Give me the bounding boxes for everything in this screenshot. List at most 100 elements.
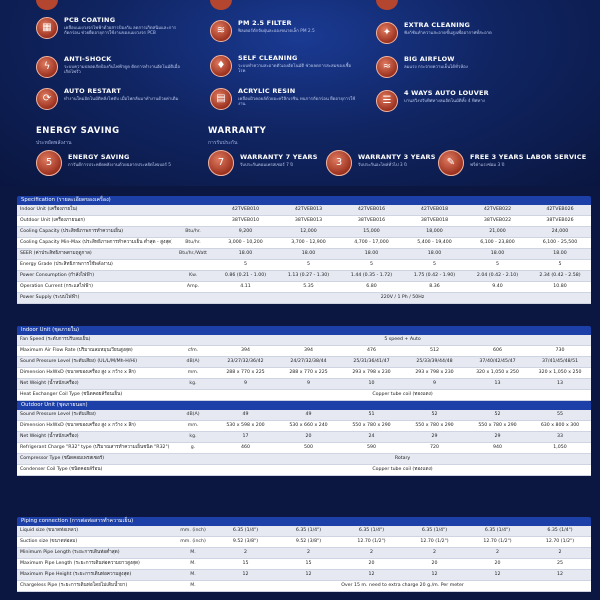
row-label: Chargeless Pipe (ระยะการเดินท่อโดยไม่เติ… — [17, 580, 172, 593]
row-unit: dB(A) — [172, 410, 214, 422]
row-unit — [172, 335, 214, 347]
feature-desc: ระบบความปลอดภัยป้องกันไฟฟ้าดูด ตัดการทำง… — [64, 65, 180, 75]
feature-desc: เคลือบแผงวงจรไฟฟ้าด้วยสารป้องกัน ลดการเก… — [64, 26, 177, 36]
row-value: 9 — [214, 378, 277, 391]
row-value: 1.44 (0.35 - 1.72) — [340, 270, 403, 283]
row-value: 38TVEB010 — [214, 215, 277, 228]
feature-title: EXTRA CLEANING — [404, 21, 471, 29]
row-value: 20 — [340, 558, 403, 571]
feature-title: PM 2.5 FILTER — [238, 19, 292, 27]
feature-title: BIG AIRFLOW — [404, 55, 455, 63]
row-value: 12 — [340, 569, 403, 582]
table-row: Maximum Air Flow Rate (ปริมาณลมหมุนเวียน… — [17, 345, 592, 358]
table-row: Energy Grade (ประสิทธิภาพการใช้พลังงาน) 5… — [17, 259, 591, 272]
row-label: Dimension HxWxD (ขนาดของเครื่อง สูง x กว… — [17, 420, 172, 433]
table-row: Liquid size (ขนาดท่อเหลว) mm. (inch) 6.35 … — [17, 526, 591, 538]
row-unit: mm. (inch) — [172, 526, 214, 538]
row-value: 550 x 780 x 290 — [403, 420, 466, 433]
wrench-icon: ✎ — [438, 150, 464, 176]
top-cut-icon-1 — [36, 0, 58, 10]
row-value: 2.04 (0.42 - 2.10) — [466, 270, 529, 283]
row-value: 37/41/45/48/51 — [529, 356, 592, 369]
row-value: 320 x 1,050 x 250 — [529, 367, 592, 380]
sparkle-icon: ✦ — [376, 22, 398, 44]
row-value: 9.52 (3/8") — [214, 536, 277, 549]
indoor-header: Indoor Unit (ชุดภายใน) — [17, 326, 591, 335]
row-label: Cooling Capacity (ประสิทธิภาพการทำความเย… — [17, 226, 172, 239]
row-value: 25 — [529, 558, 591, 571]
feature-title: WARRANTY 7 YEARS — [240, 153, 318, 161]
row-value: Copper tube coil (ทองแดง) — [214, 464, 591, 477]
table-row: Dimension HxWxD (ขนาดของเครื่อง สูง x กว… — [17, 420, 591, 433]
row-value: 38TVEB022 — [466, 215, 529, 228]
row-value: 52 — [403, 410, 466, 422]
row-label: Operation Current (กระแสไฟฟ้า) — [17, 281, 172, 294]
table-row: Compressor Type (ชนิดคอมเพรสเซอร์) Rotary — [17, 453, 591, 466]
filter-icon: ≋ — [210, 20, 232, 42]
row-value: 12 — [277, 569, 340, 582]
row-unit — [172, 453, 214, 466]
feature-title: ANTI-SHOCK — [64, 55, 112, 63]
row-unit: Amp. — [172, 281, 214, 294]
top-cut-icon-2 — [210, 0, 232, 10]
row-unit — [172, 259, 214, 272]
feature-energy-saving: 5 ENERGY SAVING การันตีการประหยัดพลังงานด… — [36, 150, 171, 176]
row-value: 590 — [340, 442, 403, 455]
row-value: Over 15 m. need to extra charge 20 g./m.… — [214, 580, 591, 593]
row-value: 9.52 (3/8") — [277, 536, 340, 549]
row-value: 5.35 — [277, 281, 340, 294]
row-value: 17 — [214, 431, 277, 444]
table-row: Refrigerant Charge "R32" type (ปริมาณสาร… — [17, 442, 591, 455]
row-value: 55 — [529, 410, 591, 422]
row-unit: Btu/hr./Watt — [172, 248, 214, 261]
bolt-icon: ϟ — [36, 56, 58, 78]
table-row: Sound Pressure Level (ระดับเสียง) dB(A) 49… — [17, 410, 591, 422]
row-label: Maximum Pipe Height (ระยะการเดินท่อความส… — [17, 569, 172, 582]
feature-title: WARRANTY 3 YEARS — [358, 153, 436, 161]
row-value: 42TVEB016 — [340, 205, 403, 217]
row-value: 530 x 598 x 200 — [214, 420, 277, 433]
table-row: Maximum Pipe Height (ระยะการเดินท่อความส… — [17, 569, 591, 582]
row-unit: M. — [172, 580, 214, 593]
row-value: 12 — [466, 569, 529, 582]
row-value: 15 — [277, 558, 340, 571]
row-value: 606 — [466, 345, 529, 358]
row-value: 51 — [340, 410, 403, 422]
row-value: 940 — [466, 442, 529, 455]
row-unit: mm. (inch) — [172, 536, 214, 549]
row-value: 9,200 — [214, 226, 277, 239]
feature-self-cleaning: ♦ SELF CLEANING ระบบทำความสะอาดตัวเองอัตโ… — [210, 55, 358, 77]
row-value: 13 — [466, 378, 529, 391]
warranty-heading: WARRANTY — [208, 126, 267, 136]
row-value: 37/40/42/45/47 — [466, 356, 529, 369]
feature-anti-shock: ϟ ANTI-SHOCK ระบบความปลอดภัยป้องกันไฟฟ้าด… — [36, 56, 184, 78]
row-unit — [172, 292, 214, 305]
row-value: 29 — [403, 431, 466, 444]
row-value: 6.35 (1/4") — [466, 526, 529, 538]
row-value: 5 speed + Auto — [214, 335, 592, 347]
row-label: Sound Pressure Level (ระดับเสียง) — [17, 410, 172, 422]
row-value: 1.13 (0.27 - 1.30) — [277, 270, 340, 283]
row-value: 550 x 780 x 290 — [466, 420, 529, 433]
row-label: Energy Grade (ประสิทธิภาพการใช้พลังงาน) — [17, 259, 172, 272]
feature-desc: ลมแรง กระจายความเย็นได้ทั่วห้อง — [404, 65, 468, 70]
warranty-sub: การรับประกัน — [208, 140, 238, 146]
row-label: Net Weight (น้ำหนักเครื่อง) — [17, 378, 172, 391]
row-value: 24,000 — [529, 226, 591, 239]
feature-title: ACRYLIC RESIN — [238, 87, 296, 95]
row-value: 15 — [214, 558, 277, 571]
feature-title: ENERGY SAVING — [68, 153, 130, 161]
feature-extra-cleaning: ✦ EXTRA CLEANING ฟังก์ชันทำความสะอาดขั้นส… — [376, 22, 492, 44]
feature-auto-restart: ⟳ AUTO RESTART ทำงานใหม่อัตโนมัติหลังไฟดั… — [36, 88, 178, 110]
row-value: 42TVEB026 — [529, 205, 591, 217]
row-value: 13 — [529, 378, 592, 391]
row-unit: Btu/hr. — [172, 237, 214, 250]
row-value: 38TVEB013 — [277, 215, 340, 228]
feature-desc: บานสวิงปรับทิศทางลมอัตโนมัติทั้ง 4 ทิศทา… — [404, 99, 485, 104]
row-value: 2 — [214, 547, 277, 560]
warranty-labor: ✎ FREE 3 YEARS LABOR SERVICE ฟรีค่าแรงซ่อ… — [438, 150, 586, 176]
feature-title: AUTO RESTART — [64, 87, 121, 95]
row-value: 49 — [214, 410, 277, 422]
specification-block: Specification (รายละเอียดของเครื่อง) Ind… — [17, 196, 591, 305]
row-value: 3,000 - 10,200 — [214, 237, 277, 250]
